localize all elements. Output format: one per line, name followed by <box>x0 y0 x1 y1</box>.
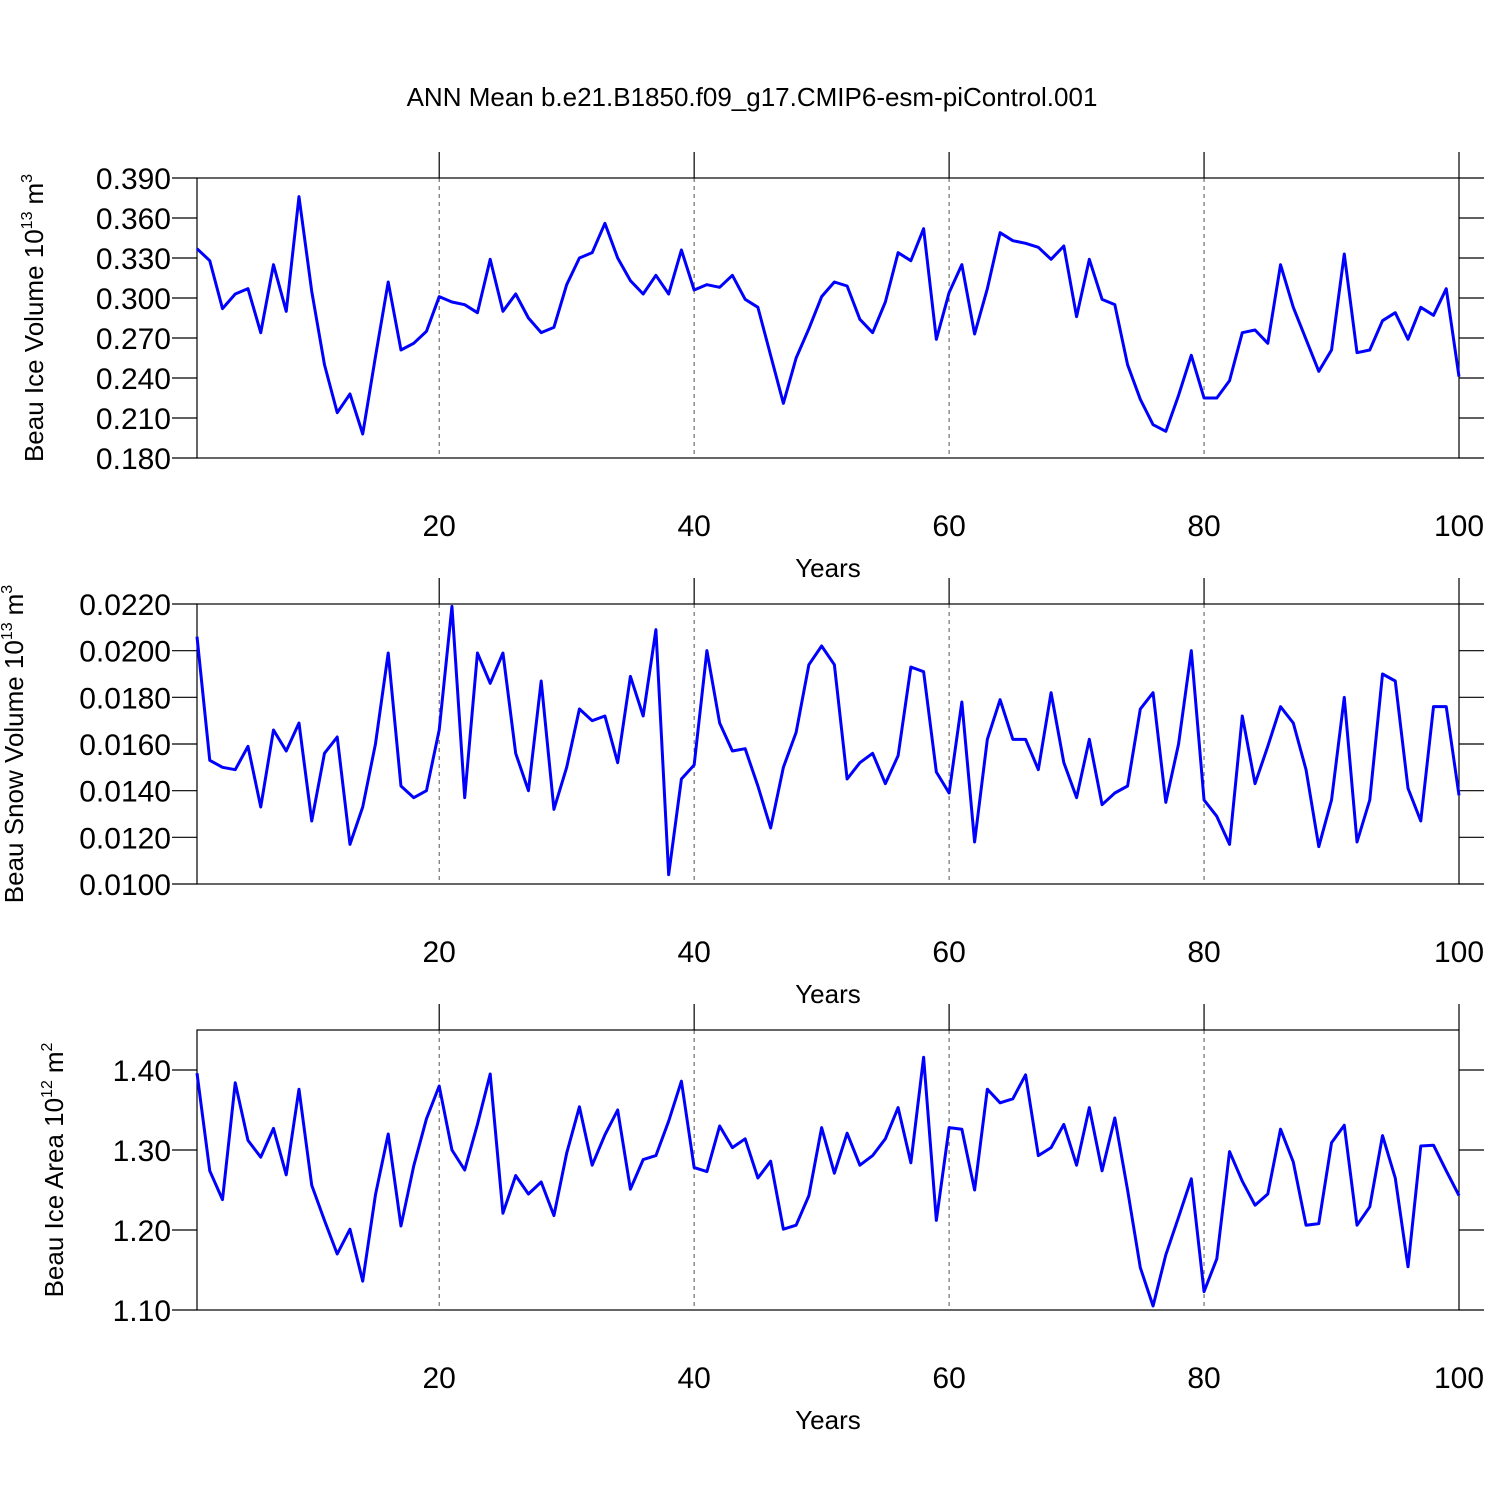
y-tick-label: 0.0160 <box>79 729 171 762</box>
y-tick-label: 0.0100 <box>79 869 171 902</box>
y-tick-label: 0.180 <box>96 443 171 476</box>
plot-frame <box>196 1029 1460 1311</box>
x-tick-label: 20 <box>423 936 456 969</box>
x-tick-label: 40 <box>677 1362 710 1395</box>
y-label-text: Beau Ice Volume 10 <box>19 229 49 462</box>
x-tick-label: 40 <box>677 510 710 543</box>
y-tick-label: 1.20 <box>113 1215 171 1248</box>
x-axis-label: Years <box>795 553 861 583</box>
x-tick-label: 60 <box>932 510 965 543</box>
y-axis-label: Beau Ice Volume 1013 m3 <box>19 174 49 462</box>
x-tick-label: 80 <box>1187 1362 1220 1395</box>
x-tick-label: 60 <box>932 936 965 969</box>
y-axis-label: Beau Snow Volume 1013 m3 <box>0 585 29 904</box>
panel: 20 40 60 80 100 0.0100 0.0120 0.0140 0.0160 0.018… <box>0 578 1484 1009</box>
y-tick-label: 0.0120 <box>79 822 171 855</box>
x-tick-label: 100 <box>1434 510 1484 543</box>
x-axis-label: Years <box>795 1405 861 1435</box>
data-line <box>195 604 1461 877</box>
data-line <box>195 195 1461 436</box>
y-tick-label: 0.390 <box>96 163 171 196</box>
y-label-exponent: 12 <box>39 1080 56 1098</box>
panel: 20 40 60 80 100 0.180 0.210 0.240 0.270 0.300 0.33… <box>19 152 1484 583</box>
y-label-unit: m <box>0 594 29 616</box>
y-tick-label: 0.0140 <box>79 776 171 809</box>
y-tick-label: 0.240 <box>96 363 171 396</box>
y-tick-label: 1.30 <box>113 1135 171 1168</box>
y-tick-label: 1.40 <box>113 1055 171 1088</box>
y-label-exponent: 13 <box>0 622 16 640</box>
x-tick-label: 100 <box>1434 1362 1484 1395</box>
x-tick-label: 20 <box>423 1362 456 1395</box>
y-tick-label: 0.300 <box>96 283 171 316</box>
y-tick-label: 0.330 <box>96 243 171 276</box>
x-tick-label: 40 <box>677 936 710 969</box>
x-tick-label: 20 <box>423 510 456 543</box>
y-tick-label: 1.10 <box>113 1295 171 1328</box>
y-label-unit: m <box>39 1051 69 1073</box>
y-label-unit-power: 3 <box>0 585 16 594</box>
y-tick-label: 0.0180 <box>79 682 171 715</box>
x-tick-label: 100 <box>1434 936 1484 969</box>
panel: 20 40 60 80 100 1.10 1.20 1.30 1.40 Years Beau Ice… <box>39 1004 1484 1435</box>
plot-frame <box>196 603 1460 885</box>
y-axis-label: Beau Ice Area 1012 m2 <box>39 1042 69 1297</box>
x-axis-label: Years <box>795 979 861 1009</box>
x-tick-label: 80 <box>1187 936 1220 969</box>
y-tick-label: 0.0220 <box>79 589 171 622</box>
y-label-unit-power: 2 <box>39 1042 56 1051</box>
y-tick-label: 0.0200 <box>79 636 171 669</box>
data-line <box>195 1055 1461 1308</box>
y-label-text: Beau Ice Area 10 <box>39 1098 69 1297</box>
plot-frame <box>196 177 1460 459</box>
y-tick-label: 0.360 <box>96 203 171 236</box>
y-label-text: Beau Snow Volume 10 <box>0 640 29 903</box>
y-tick-label: 0.210 <box>96 403 171 436</box>
x-tick-label: 80 <box>1187 510 1220 543</box>
y-label-exponent: 13 <box>19 211 36 229</box>
x-tick-label: 60 <box>932 1362 965 1395</box>
figure-title: ANN Mean b.e21.B1850.f09_g17.CMIP6-esm-p… <box>407 82 1098 112</box>
y-label-unit-power: 3 <box>19 174 36 183</box>
y-tick-label: 0.270 <box>96 323 171 356</box>
y-label-unit: m <box>19 183 49 205</box>
